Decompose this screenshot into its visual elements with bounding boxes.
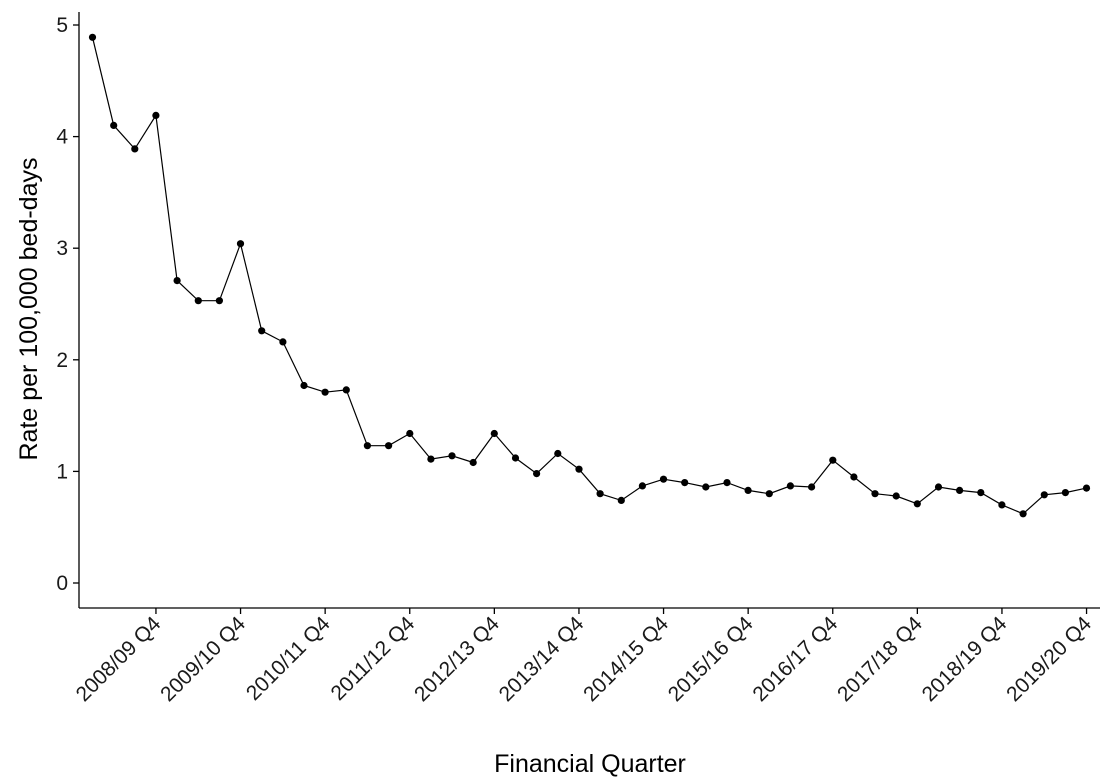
data-point-13 [363,442,371,450]
data-point-43 [998,501,1006,509]
data-point-47 [1082,484,1091,492]
x-tick-label-1: 2009/10 Q4 [156,612,250,706]
y-tick-label-3: 3 [56,237,68,260]
series-line-0 [91,37,1087,515]
x-tick-label-10: 2018/19 Q4 [918,612,1012,706]
data-point-36 [850,473,858,481]
data-point-17 [448,452,456,460]
data-point-22 [554,449,562,458]
x-tick-label-6: 2014/15 Q4 [579,612,673,706]
data-point-12 [342,386,350,394]
data-point-28 [681,479,689,487]
y-tick-label-5: 5 [56,14,68,37]
data-point-33 [786,482,795,490]
x-tick-label-4: 2012/13 Q4 [410,612,504,706]
x-tick-label-11: 2019/20 Q4 [1002,612,1096,706]
data-point-3 [152,111,160,119]
data-point-24 [596,490,604,498]
x-axis-title: Financial Quarter [494,750,686,778]
data-point-35 [829,456,837,464]
data-point-7 [236,240,245,248]
data-point-44 [1019,510,1027,518]
data-point-18 [469,458,477,467]
x-tick-label-7: 2015/16 Q4 [664,612,758,706]
data-point-45 [1040,491,1048,499]
x-tick-label-3: 2011/12 Q4 [327,612,420,705]
y-tick-label-1: 1 [56,460,68,483]
data-point-20 [511,454,520,462]
data-point-30 [723,479,731,487]
data-point-0 [88,33,97,41]
data-point-31 [744,486,752,494]
data-point-19 [490,429,498,438]
x-tick-label-5: 2013/14 Q4 [495,612,589,706]
data-point-2 [131,145,139,153]
y-tick-label-4: 4 [56,126,68,149]
data-point-29 [702,483,710,491]
data-point-39 [913,500,921,508]
data-point-34 [808,483,816,491]
data-point-6 [215,297,223,305]
data-point-42 [977,489,985,497]
data-point-4 [173,277,181,285]
y-axis-title: Rate per 100,000 bed-days [15,158,43,461]
data-point-15 [406,429,414,438]
x-tick-label-9: 2017/18 Q4 [833,612,927,706]
data-point-27 [659,475,668,483]
data-point-10 [300,381,308,390]
data-point-9 [279,338,287,346]
data-point-46 [1061,489,1069,497]
data-point-40 [934,483,943,491]
data-point-26 [638,482,647,490]
data-point-14 [385,442,393,450]
data-point-21 [533,470,541,478]
y-tick-label-2: 2 [56,349,68,372]
axes [73,12,1100,614]
data-point-41 [956,486,964,494]
data-point-1 [110,121,118,129]
series-line-layer [91,37,1087,515]
data-points [88,33,1091,518]
data-point-25 [617,496,625,504]
data-point-5 [194,297,202,305]
data-point-11 [321,388,329,396]
data-point-23 [575,465,583,473]
data-point-37 [871,490,879,498]
data-point-38 [892,492,900,500]
y-tick-label-0: 0 [56,572,68,595]
x-tick-label-0: 2008/09 Q4 [72,612,166,706]
x-tick-label-2: 2010/11 Q4 [242,612,335,705]
data-point-16 [427,455,435,463]
x-tick-label-8: 2016/17 Q4 [748,612,842,706]
data-point-8 [258,327,266,335]
data-point-32 [765,490,773,498]
